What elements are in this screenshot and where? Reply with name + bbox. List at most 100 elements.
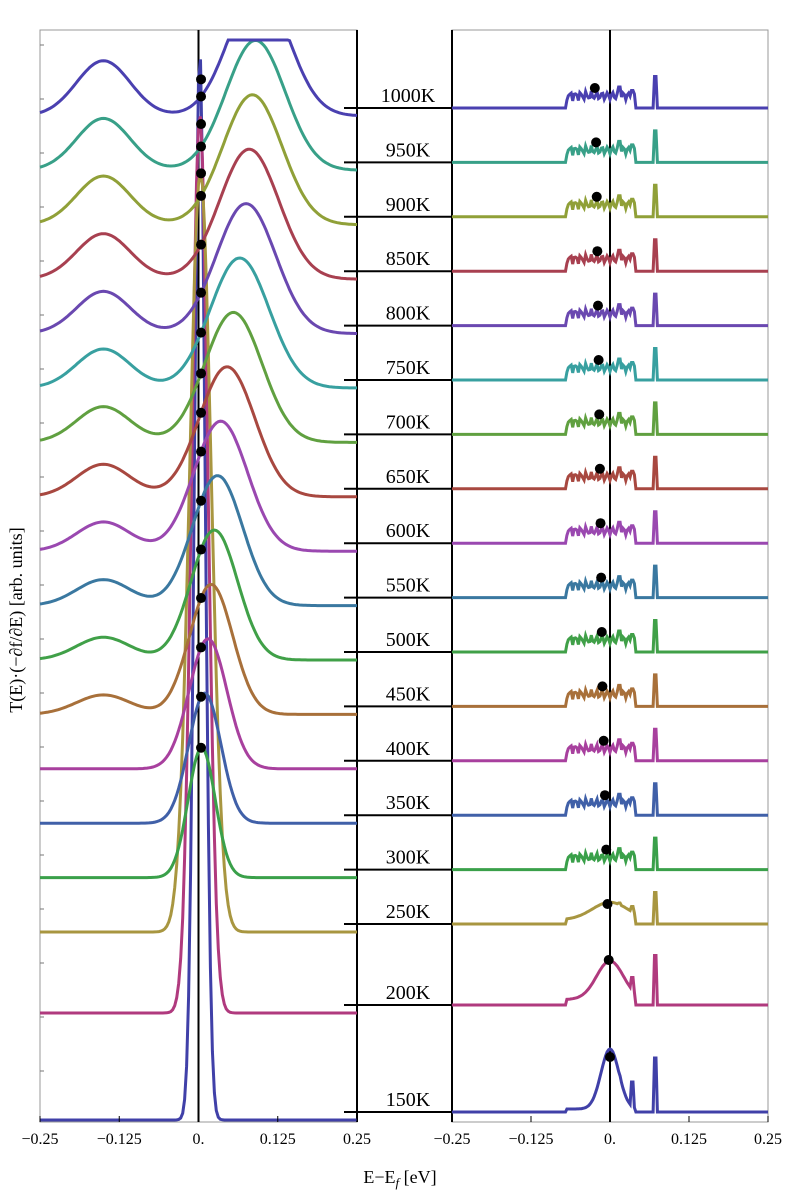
x-tick-label-left: 0.125 (260, 1131, 296, 1148)
right-curve (452, 455, 768, 491)
x-axis-label-sub: f (396, 1175, 402, 1190)
temperature-label: 800K (386, 303, 431, 325)
right-curve (452, 564, 768, 600)
right-dot (596, 627, 607, 637)
x-axis-label: E−Ef [eV] (363, 1167, 436, 1190)
temperature-label: 900K (386, 194, 431, 216)
temperature-label: 650K (386, 466, 431, 488)
right-curve (452, 238, 768, 273)
left-dot (196, 742, 207, 753)
left-dot (196, 91, 207, 102)
left-curve (39, 419, 357, 553)
temperature-label: 250K (386, 901, 431, 923)
left-dot (196, 691, 207, 702)
temperature-label: 550K (386, 575, 431, 597)
left-dot (196, 495, 207, 506)
left-dot (196, 368, 207, 379)
left-curve (39, 256, 357, 390)
temperature-label: 500K (386, 629, 431, 651)
right-curve (452, 510, 768, 545)
right-curve (452, 1047, 768, 1114)
left-curve (39, 582, 357, 716)
right-dot (595, 518, 606, 529)
x-tick-label-right: 0.125 (671, 1131, 707, 1148)
right-curve (452, 129, 768, 164)
left-dot (196, 287, 207, 298)
dots-group (196, 74, 615, 1062)
left-dot (196, 446, 207, 457)
left-curve (39, 474, 357, 608)
right-dot (596, 572, 607, 583)
right-curve (452, 782, 768, 817)
temperature-label: 950K (386, 139, 431, 161)
right-curve (452, 75, 768, 110)
left-dot (196, 327, 207, 338)
right-curve (452, 673, 768, 708)
right-dot (594, 409, 605, 420)
right-dot (599, 790, 610, 801)
x-tick-label-left: 0. (193, 1131, 205, 1148)
left-dot (196, 642, 207, 653)
right-dot (605, 1052, 615, 1062)
left-dot (196, 190, 207, 201)
left-curve (39, 202, 357, 335)
right-curve (452, 292, 768, 328)
x-tick-label-right: 0. (604, 1131, 616, 1148)
temperature-label: 600K (386, 520, 431, 542)
left-dot (196, 119, 207, 130)
left-dot (196, 593, 207, 604)
right-dot (598, 735, 609, 746)
left-dot (196, 74, 207, 85)
x-axis-ticks: −0.25 −0.125 0. 0.125 0.25 −0.25 −0.125 0. 0.125… (21, 1116, 782, 1148)
temperature-label: 1000K (381, 85, 436, 107)
left-dot (196, 407, 207, 418)
temperature-label: 300K (386, 847, 431, 869)
left-curve (39, 528, 357, 662)
right-curve (452, 836, 768, 872)
right-dot (602, 899, 613, 909)
x-axis-label-prefix: E−E (363, 1167, 395, 1187)
right-dot (592, 300, 603, 311)
left-curve (40, 171, 357, 934)
x-tick-label-left: −0.125 (97, 1131, 142, 1148)
left-curve (39, 310, 357, 444)
x-tick-label-right: −0.125 (508, 1131, 553, 1148)
right-curve (452, 619, 768, 654)
left-dot (196, 544, 207, 555)
x-tick-label-left: 0.25 (343, 1131, 371, 1148)
temperature-label: 450K (386, 683, 431, 705)
temperature-labels: 150K 200K 250K 300K 350K 400K 450K 500K 550K 600K… (381, 85, 436, 1111)
left-curve (40, 691, 357, 825)
right-dot (603, 955, 614, 965)
x-tick-label-right: 0.25 (754, 1131, 782, 1148)
right-curve (452, 347, 768, 382)
right-curve (452, 401, 768, 436)
temperature-label: 200K (386, 982, 431, 1004)
left-dot (196, 239, 207, 250)
temperature-label: 150K (386, 1089, 431, 1111)
left-curve (39, 365, 357, 499)
right-dot (594, 463, 605, 474)
right-dot (593, 355, 604, 365)
x-axis-label-suffix: [eV] (399, 1167, 436, 1187)
temperature-label: 350K (386, 792, 431, 814)
right-dot (591, 137, 602, 148)
temperature-label: 700K (386, 411, 431, 433)
right-dot (597, 681, 608, 692)
right-dot (592, 246, 603, 257)
left-dot (196, 168, 207, 179)
temperature-label: 850K (386, 248, 431, 270)
right-curve (452, 183, 768, 219)
x-tick-label-left: −0.25 (21, 1131, 58, 1148)
right-dot (591, 191, 602, 202)
y-axis-label: T(E)·(−∂f/∂E) [arb. units] (6, 527, 27, 712)
x-tick-label-right: −0.25 (433, 1131, 470, 1148)
right-dot (601, 844, 612, 855)
left-curve (40, 637, 357, 771)
right-curve (452, 727, 768, 763)
right-dot (589, 83, 600, 93)
temperature-label: 750K (386, 357, 431, 379)
left-dot (196, 141, 207, 152)
left-curve (39, 147, 357, 281)
